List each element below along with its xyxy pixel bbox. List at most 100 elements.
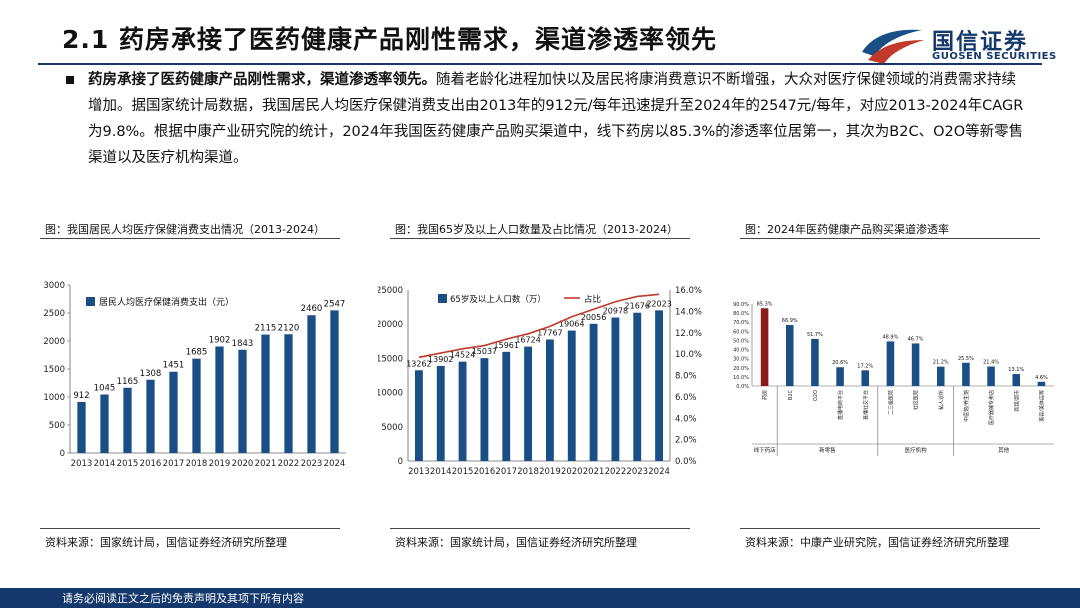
bar: [545, 339, 554, 461]
y-tick-label: 15000: [378, 354, 403, 364]
bar-value-label: 2460: [301, 304, 323, 314]
x-tick-label: 2023: [301, 459, 323, 469]
bar: [836, 367, 844, 386]
bar-value-label: 1685: [186, 348, 208, 358]
x-tick-label: 中医馆/养生馆: [963, 390, 970, 422]
y-tick-label: 500: [49, 421, 65, 431]
x-tick-label: 2018: [186, 459, 208, 469]
y-tick-label: 2000: [43, 337, 65, 347]
y-tick-label: 2500: [43, 309, 65, 319]
bar: [307, 315, 316, 453]
page-title: 2.1 药房承接了医药健康产品刚性需求，渠道渗透率领先: [62, 25, 717, 54]
group-label: 其他: [998, 446, 1010, 454]
panel-2-source-rule: [390, 528, 690, 529]
bar-value-label: 13902: [428, 355, 453, 364]
y-tick-label: 80.0%: [733, 311, 749, 317]
bar-value-label: 1902: [209, 335, 231, 345]
bar: [567, 330, 576, 461]
legend-label-bar: 65岁及以上人口数（万）: [450, 294, 546, 305]
x-tick-label: 直播电商平台: [837, 390, 844, 420]
bar-value-label: 13.1%: [1008, 367, 1024, 373]
bar: [1012, 374, 1021, 386]
bar: [169, 371, 178, 453]
bullet-square-icon: [66, 76, 74, 84]
x-tick-label: 医疗器械专卖店: [988, 390, 995, 425]
y2-tick-label: 4.0%: [675, 414, 697, 424]
bar: [760, 308, 769, 386]
bar-value-label: 1308: [140, 369, 162, 379]
x-tick-label: 美容/美体店等: [1038, 390, 1045, 422]
y-tick-label: 3000: [43, 281, 65, 291]
legend-label: 居民人均医疗保健消费支出（元）: [99, 296, 234, 308]
bar: [192, 358, 201, 453]
y2-tick-label: 14.0%: [675, 307, 702, 317]
bar: [886, 341, 895, 386]
logo-en: GUOSEN SECURITIES: [932, 51, 1057, 62]
bar: [480, 358, 489, 461]
guosen-logo-icon: [862, 29, 924, 64]
bar: [414, 370, 423, 461]
bar: [215, 346, 224, 453]
x-tick-label: B2C: [788, 389, 794, 400]
bar-value-label: 15037: [472, 347, 497, 356]
bar-value-label: 20978: [603, 307, 628, 316]
bar-value-label: 4.6%: [1035, 375, 1048, 381]
bar-value-label: 21676: [625, 302, 650, 311]
x-tick-label: 2021: [255, 459, 277, 469]
x-tick-label: 2019: [539, 467, 561, 477]
x-tick-label: 2017: [495, 467, 517, 477]
panel-3-rule: [740, 238, 1040, 239]
y-tick-label: 5000: [381, 423, 403, 433]
bar: [1037, 381, 1046, 386]
bar-value-label: 46.7%: [908, 336, 924, 342]
bar-value-label: 21.4%: [983, 360, 999, 366]
bar-value-label: 51.7%: [807, 332, 823, 338]
x-tick-label: 2016: [474, 467, 496, 477]
y2-tick-label: 12.0%: [675, 329, 702, 339]
ratio-line: [418, 293, 660, 359]
x-tick-label: 社区医院: [913, 390, 920, 410]
chart-health-spending: 0 500 1000 1500 2000 2500 3000 912 2013 1045 2014 1…: [43, 281, 346, 469]
bar-value-label: 25.5%: [958, 356, 974, 362]
y-tick-label: 20000: [378, 320, 403, 330]
panel-1-title: 图：我国居民人均医疗保健消费支出情况（2013-2024）: [45, 223, 325, 236]
bar-value-label: 13262: [406, 359, 431, 368]
bar-value-label: 48.9%: [882, 334, 898, 340]
bar: [436, 365, 445, 461]
bar: [261, 334, 270, 453]
bar-value-label: 1451: [163, 361, 185, 371]
y2-tick-label: 10.0%: [675, 350, 702, 360]
bar-value-label: 2120: [278, 323, 300, 333]
y-tick-label: 90.0%: [733, 302, 749, 308]
x-tick-label: 2013: [408, 467, 430, 477]
bar: [589, 323, 598, 461]
bar: [330, 310, 339, 453]
bar-value-label: 16724: [515, 336, 540, 345]
panel-3-source-rule: [740, 528, 1040, 529]
bar-value-label: 17.2%: [857, 363, 873, 369]
bar-value-label: 15961: [494, 341, 519, 350]
y-tick-label: 1500: [43, 365, 65, 375]
bar-value-label: 2547: [324, 299, 346, 309]
y-tick-label: 0: [60, 449, 65, 459]
y-tick-label: 0.0%: [736, 384, 749, 390]
x-tick-label: 药房: [762, 390, 769, 400]
x-tick-label: 2024: [324, 459, 346, 469]
bar-value-label: 1843: [232, 339, 254, 349]
x-tick-label: 2020: [232, 459, 254, 469]
body-paragraph: 药房承接了医药健康产品刚性需求，渠道渗透率领先。随着老龄化进程加快以及居民将康消…: [88, 67, 1030, 171]
panel-1-rule: [40, 238, 340, 239]
group-label: 新零售: [819, 446, 836, 454]
group-label: 医疗机构: [905, 446, 928, 454]
bar-value-label: 66.9%: [782, 318, 798, 324]
group-label: 线下药店: [754, 446, 777, 454]
x-tick-label: 2015: [452, 467, 474, 477]
panel-2-title: 图：我国65岁及以上人口数量及占比情况（2013-2024）: [395, 223, 678, 236]
x-tick-label: 2015: [117, 459, 139, 469]
y-tick-label: 70.0%: [733, 320, 749, 326]
body-lead: 药房承接了医药健康产品刚性需求，渠道渗透率领先。: [88, 72, 436, 88]
bar-value-label: 912: [73, 391, 89, 401]
chart-elderly-population: 0 5000 10000 15000 20000 25000 0.0% 2.0% 4.0% 6.0…: [378, 286, 702, 477]
x-tick-label: 2019: [209, 459, 231, 469]
bar: [611, 317, 620, 461]
